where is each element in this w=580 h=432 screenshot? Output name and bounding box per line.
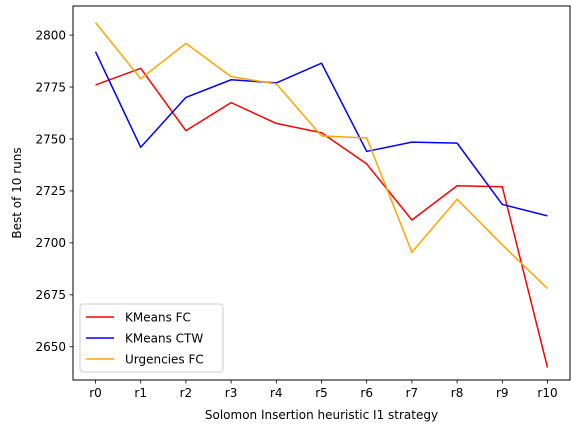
y-tick-label: 2700 bbox=[35, 236, 66, 250]
x-tick-label: r10 bbox=[537, 386, 557, 400]
x-tick-label: r5 bbox=[315, 386, 328, 400]
series-line-2 bbox=[94, 22, 549, 290]
legend-label: Urgencies FC bbox=[125, 352, 204, 366]
x-tick-label: r8 bbox=[451, 386, 464, 400]
x-tick-label: r6 bbox=[360, 386, 373, 400]
y-tick-label: 2800 bbox=[35, 28, 66, 42]
x-tick-label: r9 bbox=[496, 386, 509, 400]
legend-label: KMeans CTW bbox=[125, 331, 203, 345]
x-axis-ticks: r0 r1 r2 r3 r4 r5 r6 r7 r8 r9 r10 bbox=[89, 380, 558, 400]
series-line-1 bbox=[94, 51, 548, 217]
y-tick-label: 2775 bbox=[35, 80, 66, 94]
series-line-0 bbox=[95, 67, 549, 368]
y-tick-label: 2725 bbox=[35, 184, 66, 198]
y-tick-label: 2750 bbox=[35, 132, 66, 146]
x-tick-label: r4 bbox=[270, 386, 283, 400]
y-tick-label: 2675 bbox=[35, 288, 66, 302]
x-tick-label: r0 bbox=[89, 386, 102, 400]
y-axis-ticks: 2650 2675 2700 2725 2750 2775 2800 bbox=[35, 28, 73, 354]
x-axis-label: Solomon Insertion heuristic I1 strategy bbox=[205, 408, 438, 422]
x-tick-label: r7 bbox=[406, 386, 419, 400]
y-axis-label: Best of 10 runs bbox=[10, 147, 24, 238]
legend: KMeans FC KMeans CTW Urgencies FC bbox=[79, 303, 224, 373]
y-tick-label: 2650 bbox=[35, 340, 66, 354]
x-tick-label: r3 bbox=[225, 386, 238, 400]
legend-label: KMeans FC bbox=[125, 310, 191, 324]
x-tick-label: r2 bbox=[180, 386, 193, 400]
series-lines bbox=[94, 22, 549, 368]
x-tick-label: r1 bbox=[134, 386, 147, 400]
legend-box bbox=[79, 303, 224, 373]
